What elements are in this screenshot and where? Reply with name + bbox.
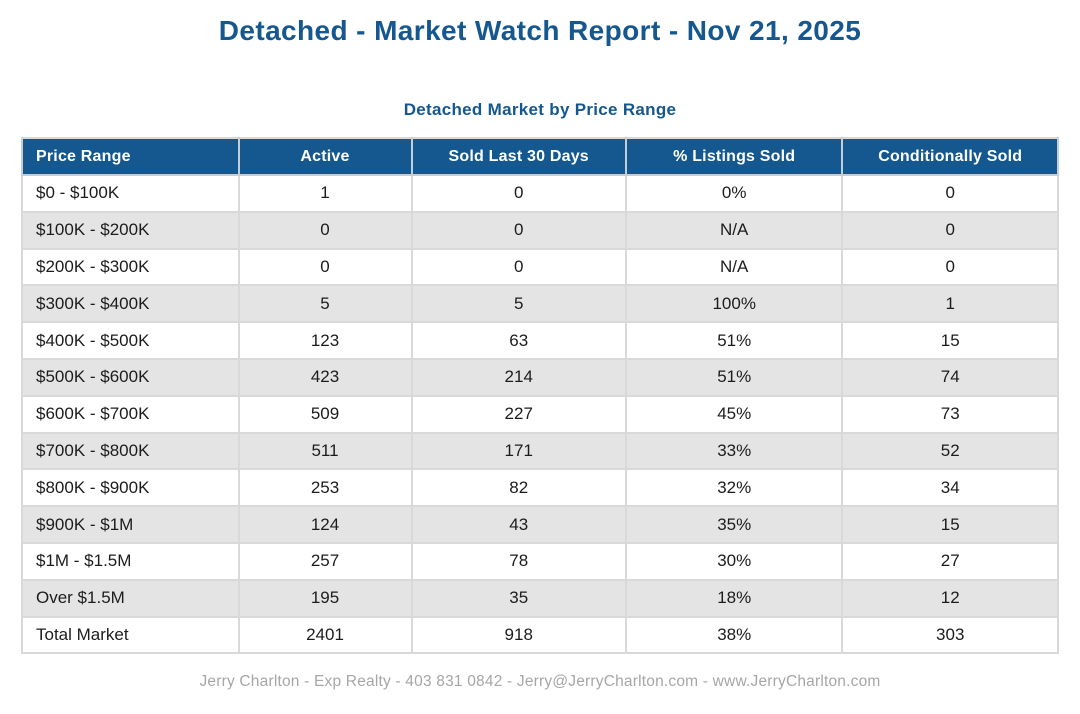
- value-cell: 0: [841, 247, 1059, 287]
- value-cell: 34: [841, 468, 1059, 508]
- value-cell: N/A: [624, 247, 844, 287]
- price-range-cell: $0 - $100K: [21, 174, 240, 213]
- value-cell: 35%: [624, 505, 844, 544]
- value-cell: 0: [841, 174, 1059, 213]
- price-range-cell: $1M - $1.5M: [21, 541, 240, 581]
- table-row: $900K - $1M 124 43 35% 15: [21, 505, 1059, 544]
- value-cell: 33%: [624, 431, 844, 471]
- value-cell: 0: [410, 174, 627, 213]
- value-cell: 45%: [624, 394, 844, 434]
- value-cell: 82: [410, 468, 627, 508]
- table-row: $300K - $400K 5 5 100% 1: [21, 284, 1059, 324]
- price-range-cell: $600K - $700K: [21, 394, 240, 434]
- value-cell: 227: [410, 394, 627, 434]
- value-cell: 30%: [624, 541, 844, 581]
- value-cell: 257: [237, 541, 413, 581]
- price-range-cell: $700K - $800K: [21, 431, 240, 471]
- value-cell: 43: [410, 505, 627, 544]
- table-row: $800K - $900K 253 82 32% 34: [21, 468, 1059, 508]
- value-cell: 303: [841, 615, 1059, 655]
- price-range-cell: $200K - $300K: [21, 247, 240, 287]
- table-row: $500K - $600K 423 214 51% 74: [21, 357, 1059, 397]
- value-cell: 63: [410, 321, 627, 360]
- value-cell: 509: [237, 394, 413, 434]
- table-row: $600K - $700K 509 227 45% 73: [21, 394, 1059, 434]
- value-cell: 12: [841, 578, 1059, 618]
- price-range-cell: $400K - $500K: [21, 321, 240, 360]
- value-cell: 0: [237, 247, 413, 287]
- value-cell: 0: [410, 247, 627, 287]
- table-row: $100K - $200K 0 0 N/A 0: [21, 210, 1059, 250]
- value-cell: 35: [410, 578, 627, 618]
- table-row: Total Market 2401 918 38% 303: [21, 615, 1059, 655]
- value-cell: 32%: [624, 468, 844, 508]
- table-row: $200K - $300K 0 0 N/A 0: [21, 247, 1059, 287]
- price-range-cell: $500K - $600K: [21, 357, 240, 397]
- value-cell: 51%: [624, 357, 844, 397]
- price-range-table: Price Range Active Sold Last 30 Days % L…: [21, 137, 1059, 655]
- value-cell: 123: [237, 321, 413, 360]
- market-table: Price Range Active Sold Last 30 Days % L…: [21, 137, 1059, 655]
- value-cell: 38%: [624, 615, 844, 655]
- value-cell: 0: [841, 210, 1059, 250]
- value-cell: 15: [841, 321, 1059, 360]
- value-cell: 511: [237, 431, 413, 471]
- page-title: Detached - Market Watch Report - Nov 21,…: [218, 15, 862, 46]
- table-body: $0 - $100K 1 0 0% 0 $100K - $200K 0 0 N/A 0 $200K …: [21, 174, 1059, 655]
- table-header-row: Price Range Active Sold Last 30 Days % L…: [21, 137, 1059, 176]
- footer-contact-info: Jerry Charlton - Exp Realty - 403 831 08…: [199, 673, 881, 690]
- value-cell: 73: [841, 394, 1059, 434]
- value-cell: 15: [841, 505, 1059, 544]
- value-cell: 423: [237, 357, 413, 397]
- value-cell: 78: [410, 541, 627, 581]
- value-cell: 195: [237, 578, 413, 618]
- value-cell: 18%: [624, 578, 844, 618]
- table-row: $700K - $800K 511 171 33% 52: [21, 431, 1059, 471]
- value-cell: 918: [410, 615, 627, 655]
- value-cell: 5: [410, 284, 627, 324]
- price-range-cell: $300K - $400K: [21, 284, 240, 324]
- value-cell: 5: [237, 284, 413, 324]
- column-header-price-range: Price Range: [21, 137, 240, 176]
- value-cell: 100%: [624, 284, 844, 324]
- price-range-cell: Over $1.5M: [21, 578, 240, 618]
- value-cell: 171: [410, 431, 627, 471]
- price-range-cell: $900K - $1M: [21, 505, 240, 544]
- table-row: Over $1.5M 195 35 18% 12: [21, 578, 1059, 618]
- value-cell: 74: [841, 357, 1059, 397]
- price-range-cell: $800K - $900K: [21, 468, 240, 508]
- value-cell: N/A: [624, 210, 844, 250]
- value-cell: 52: [841, 431, 1059, 471]
- value-cell: 214: [410, 357, 627, 397]
- value-cell: 1: [237, 174, 413, 213]
- value-cell: 2401: [237, 615, 413, 655]
- value-cell: 0: [410, 210, 627, 250]
- table-row: $1M - $1.5M 257 78 30% 27: [21, 541, 1059, 581]
- column-header-percent-listings-sold: % Listings Sold: [624, 137, 844, 176]
- value-cell: 253: [237, 468, 413, 508]
- value-cell: 0%: [624, 174, 844, 213]
- column-header-active: Active: [237, 137, 413, 176]
- table-title: Detached Market by Price Range: [403, 100, 677, 119]
- value-cell: 1: [841, 284, 1059, 324]
- value-cell: 0: [237, 210, 413, 250]
- value-cell: 124: [237, 505, 413, 544]
- value-cell: 27: [841, 541, 1059, 581]
- table-row: $0 - $100K 1 0 0% 0: [21, 174, 1059, 213]
- price-range-cell: Total Market: [21, 615, 240, 655]
- column-header-conditionally-sold: Conditionally Sold: [841, 137, 1059, 176]
- value-cell: 51%: [624, 321, 844, 360]
- table-row: $400K - $500K 123 63 51% 15: [21, 321, 1059, 360]
- column-header-sold-last-30-days: Sold Last 30 Days: [410, 137, 627, 176]
- price-range-cell: $100K - $200K: [21, 210, 240, 250]
